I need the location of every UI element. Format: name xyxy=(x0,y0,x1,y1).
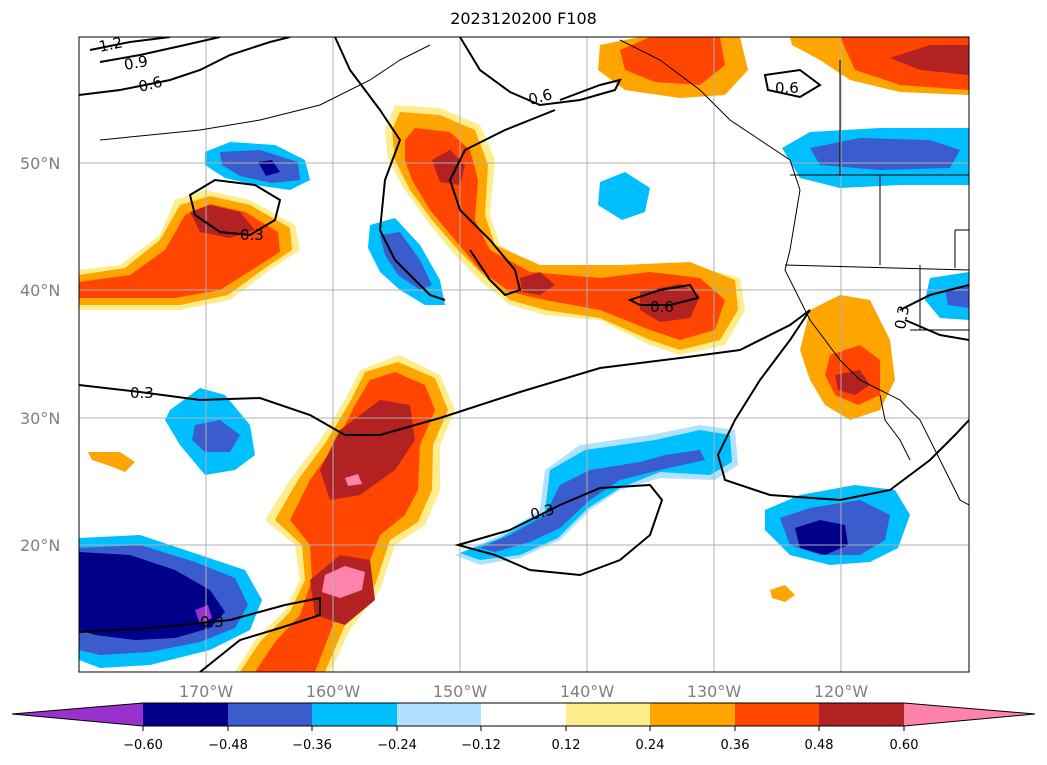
colorbar-segment xyxy=(228,703,312,726)
map-frame xyxy=(78,36,970,673)
contour-label: 0.3 xyxy=(891,304,913,331)
colorbar-segment xyxy=(312,703,397,726)
colorbar-segment xyxy=(143,703,228,726)
colorbar-tick-label: −0.60 xyxy=(123,738,163,753)
colorbar-tick-label: −0.24 xyxy=(377,738,417,753)
lat-label: 20°N xyxy=(20,536,60,555)
contour-label: 0.3 xyxy=(200,613,224,631)
lon-label: 130°W xyxy=(687,682,742,701)
contour-label: 0.6 xyxy=(137,73,165,96)
contour-label: 1.2 xyxy=(97,33,124,56)
lon-label: 160°W xyxy=(306,682,361,701)
contour-label: 0.6 xyxy=(775,79,799,97)
contour-label: 0.3 xyxy=(130,384,154,402)
contour-label: 0.9 xyxy=(123,52,150,74)
colorbar-segment-extend-high xyxy=(904,703,1035,726)
contour-label-group: 1.2 0.9 0.6 0.6 0.6 0.3 0.6 0.3 0.3 0.3 … xyxy=(97,33,913,631)
lat-label: 30°N xyxy=(20,409,60,428)
contour-label: 0.6 xyxy=(650,298,674,316)
latitude-labels: 50°N 40°N 30°N 20°N xyxy=(20,154,60,555)
colorbar-tick-label: 0.12 xyxy=(552,738,581,753)
contour-lines xyxy=(79,37,969,672)
contour-label: 0.6 xyxy=(526,85,554,109)
colorbar-segment xyxy=(397,703,481,726)
lon-label: 140°W xyxy=(560,682,615,701)
map-title: 2023120200 F108 xyxy=(450,9,597,28)
lon-label: 120°W xyxy=(814,682,869,701)
contour-label: 0.3 xyxy=(528,500,556,524)
colorbar-segment xyxy=(650,703,735,726)
colorbar-tick-label: −0.36 xyxy=(292,738,332,753)
lon-label: 170°W xyxy=(179,682,234,701)
contour-label: 0.3 xyxy=(240,226,264,244)
coastlines xyxy=(99,39,969,506)
colorbar-tick-label: −0.12 xyxy=(461,738,501,753)
lon-label: 150°W xyxy=(433,682,488,701)
colorbar-segment xyxy=(481,703,566,726)
colorbar-tick-label: 0.60 xyxy=(890,738,919,753)
colorbar-tick-label: 0.36 xyxy=(721,738,750,753)
colorbar-tick-label: −0.48 xyxy=(208,738,248,753)
colorbar-tick-label: 0.48 xyxy=(805,738,834,753)
lat-label: 50°N xyxy=(20,154,60,173)
colorbar-segment xyxy=(735,703,819,726)
colorbar-segment xyxy=(566,703,650,726)
colorbar: −0.60 −0.48 −0.36 −0.24 −0.12 0.12 0.24 … xyxy=(11,702,1036,753)
map-panel: 1.2 0.9 0.6 0.6 0.6 0.3 0.6 0.3 0.3 0.3 … xyxy=(79,33,969,672)
lat-label: 40°N xyxy=(20,281,60,300)
colorbar-segment xyxy=(819,703,904,726)
colorbar-segment-extend-low xyxy=(12,703,143,726)
gridlines xyxy=(79,37,969,672)
colorbar-tick-label: 0.24 xyxy=(636,738,665,753)
longitude-labels: 170°W 160°W 150°W 140°W 130°W 120°W xyxy=(179,682,869,701)
